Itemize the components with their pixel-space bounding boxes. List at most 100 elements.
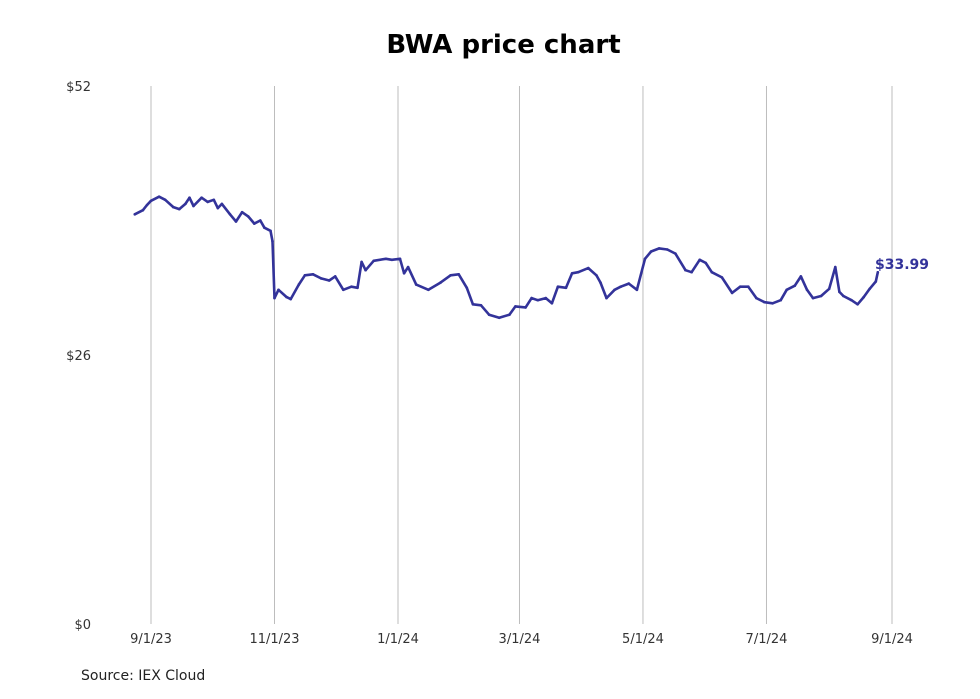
data-point <box>449 274 452 277</box>
data-point <box>684 268 687 272</box>
data-point <box>838 290 841 294</box>
data-point <box>212 198 216 202</box>
data-point <box>819 294 823 298</box>
data-point <box>850 298 853 302</box>
data-point <box>550 302 554 305</box>
data-point <box>277 288 280 292</box>
data-point <box>356 286 359 290</box>
data-point <box>556 285 560 289</box>
data-point <box>427 288 430 292</box>
data-point <box>576 270 580 274</box>
data-point <box>390 258 394 262</box>
data-point <box>149 199 153 203</box>
data-point <box>811 296 815 300</box>
data-point <box>342 288 345 292</box>
data-point <box>657 247 661 250</box>
data-point <box>141 208 145 212</box>
data-point <box>868 287 871 291</box>
data-point <box>350 285 353 289</box>
data-point <box>406 265 410 269</box>
data-point <box>200 196 203 199</box>
data-point <box>508 313 511 317</box>
x-tick-label: 9/1/23 <box>130 632 172 647</box>
data-point <box>738 285 742 289</box>
data-point <box>184 202 187 206</box>
data-point <box>157 195 161 198</box>
data-point <box>163 198 167 202</box>
data-point <box>398 257 402 261</box>
data-point <box>216 206 220 210</box>
data-point <box>319 277 323 280</box>
data-point <box>285 295 288 299</box>
data-point <box>524 306 527 309</box>
x-tick-label: 11/1/23 <box>249 632 299 647</box>
data-point <box>856 303 859 306</box>
data-point <box>228 213 232 216</box>
data-point <box>862 295 865 299</box>
data-point <box>333 275 337 278</box>
data-point <box>479 304 483 307</box>
data-point <box>402 272 406 275</box>
data-point <box>414 283 418 286</box>
y-tick-label: $52 <box>66 80 91 95</box>
data-point <box>771 302 774 305</box>
data-point <box>536 298 539 302</box>
data-point <box>793 284 797 288</box>
data-point <box>690 270 693 274</box>
data-point <box>497 316 501 320</box>
data-point <box>514 305 517 308</box>
data-point <box>698 258 701 262</box>
data-point <box>234 220 238 223</box>
data-point <box>747 285 750 289</box>
data-point <box>246 215 250 218</box>
data-point <box>564 286 568 290</box>
y-tick-label: $26 <box>66 349 91 364</box>
data-point <box>220 202 224 206</box>
data-point <box>674 252 677 255</box>
data-point <box>269 229 272 233</box>
data-point <box>289 297 293 301</box>
data-point <box>457 273 461 276</box>
data-point <box>364 268 367 272</box>
grid-lines <box>150 86 893 624</box>
data-point <box>834 265 837 269</box>
data-point <box>172 205 175 209</box>
data-point <box>133 213 137 216</box>
data-point <box>372 259 376 263</box>
data-point <box>827 287 831 291</box>
x-tick-label: 3/1/24 <box>499 632 541 647</box>
data-point <box>710 270 714 274</box>
data-point <box>874 280 878 283</box>
x-tick-label: 5/1/24 <box>622 632 664 647</box>
data-point <box>271 239 274 243</box>
data-point <box>240 210 244 214</box>
data-point <box>544 296 548 300</box>
data-point <box>487 313 491 317</box>
data-point <box>384 257 388 261</box>
data-point <box>465 286 469 290</box>
data-point <box>327 279 331 282</box>
data-point <box>599 281 602 284</box>
data-point <box>876 271 880 274</box>
data-point <box>649 250 653 253</box>
data-point <box>755 296 758 300</box>
data-point <box>643 257 647 261</box>
data-point <box>360 260 363 264</box>
x-axis-ticks: 9/1/23 11/1/23 1/1/24 3/1/24 5/1/24 7/1/24 9/1… <box>130 632 913 647</box>
data-point <box>613 288 616 292</box>
x-tick-label: 7/1/24 <box>746 632 788 647</box>
data-points-layer <box>133 195 880 320</box>
x-tick-label: 9/1/24 <box>871 632 913 647</box>
data-point <box>439 281 442 284</box>
data-point <box>730 291 734 295</box>
data-point <box>779 298 782 302</box>
data-point <box>530 296 533 300</box>
data-point <box>297 283 301 286</box>
data-point <box>188 196 191 199</box>
data-point <box>619 285 622 289</box>
data-point <box>763 300 766 304</box>
data-point <box>253 222 256 225</box>
source-note: Source: IEX Cloud <box>81 668 206 684</box>
data-point <box>145 203 149 207</box>
